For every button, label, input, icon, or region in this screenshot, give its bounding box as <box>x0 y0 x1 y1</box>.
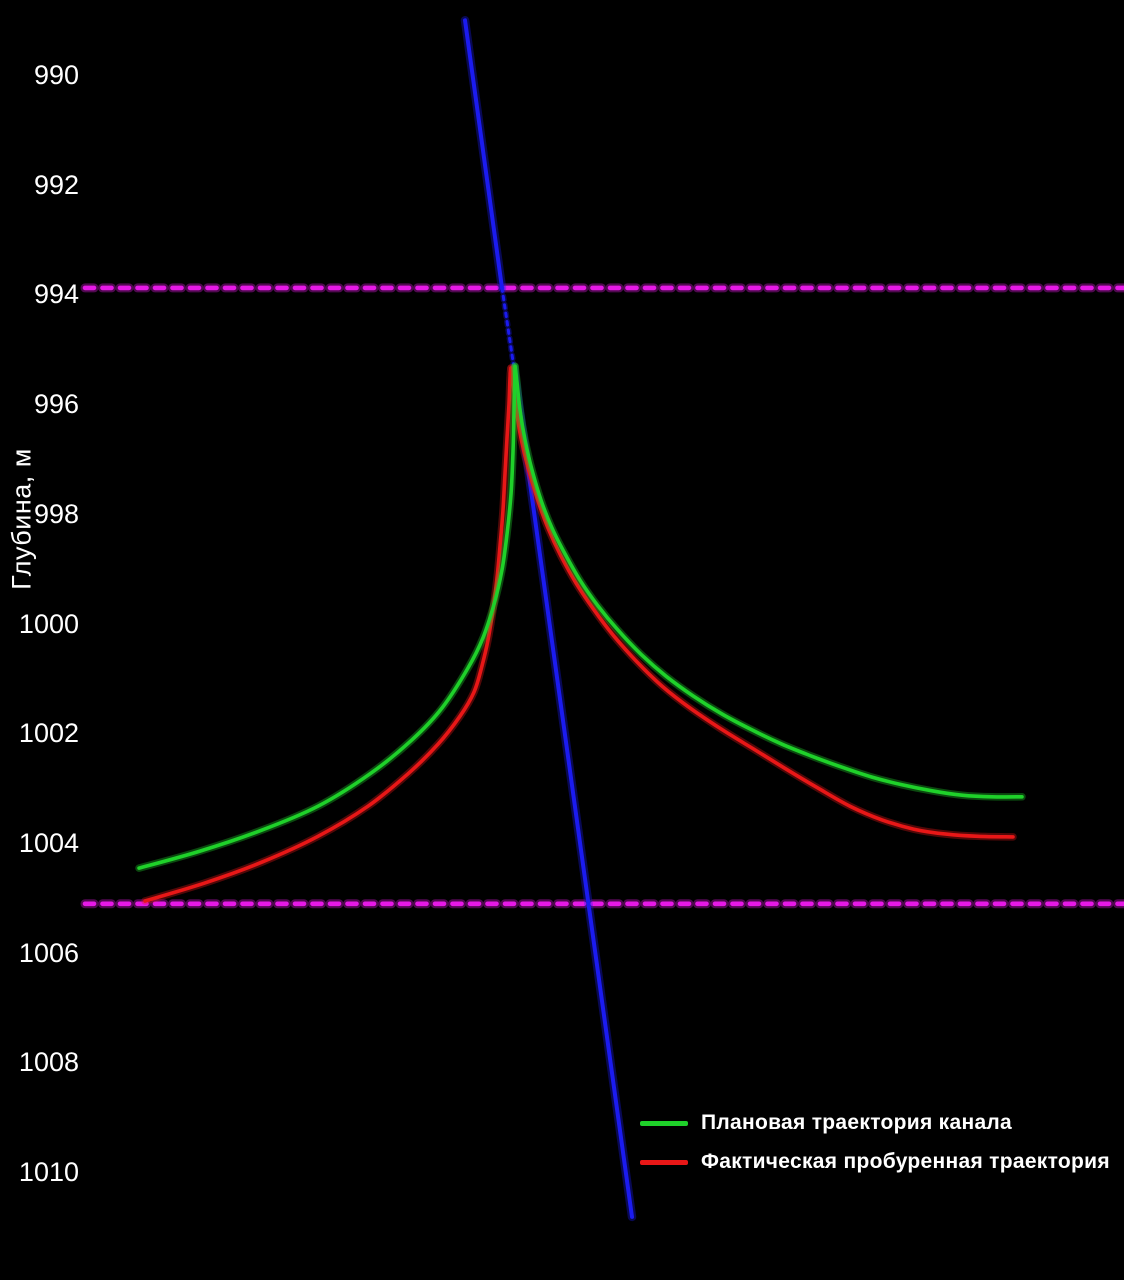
legend: Плановая траектория канала Фактическая п… <box>640 1108 1110 1186</box>
legend-item-planned: Плановая траектория канала <box>640 1108 1110 1138</box>
y-tick-label: 1006 <box>18 938 79 968</box>
y-tick-label: 998 <box>33 499 79 529</box>
y-tick-label: 994 <box>33 279 79 309</box>
legend-label-actual: Фактическая пробуренная траектория <box>701 1150 1110 1173</box>
blue-trajectory-line <box>460 16 637 1222</box>
y-tick-label: 996 <box>33 389 79 419</box>
y-tick-label: 1008 <box>18 1047 79 1077</box>
y-tick-label: 992 <box>33 170 79 200</box>
y-tick-label: 1002 <box>18 718 79 748</box>
actual-line-swatch <box>640 1159 688 1165</box>
legend-label-planned: Плановая траектория канала <box>701 1111 1013 1134</box>
y-tick-label: 990 <box>33 60 79 90</box>
planned-line-swatch <box>640 1120 688 1126</box>
y-tick-label: 1004 <box>18 828 79 858</box>
legend-item-actual: Фактическая пробуренная траектория <box>640 1147 1110 1177</box>
y-tick-label: 1010 <box>18 1157 79 1187</box>
planned-trajectory-curve <box>135 362 1026 872</box>
actual-trajectory-curve <box>141 364 1017 905</box>
y-tick-label: 1000 <box>18 609 79 639</box>
